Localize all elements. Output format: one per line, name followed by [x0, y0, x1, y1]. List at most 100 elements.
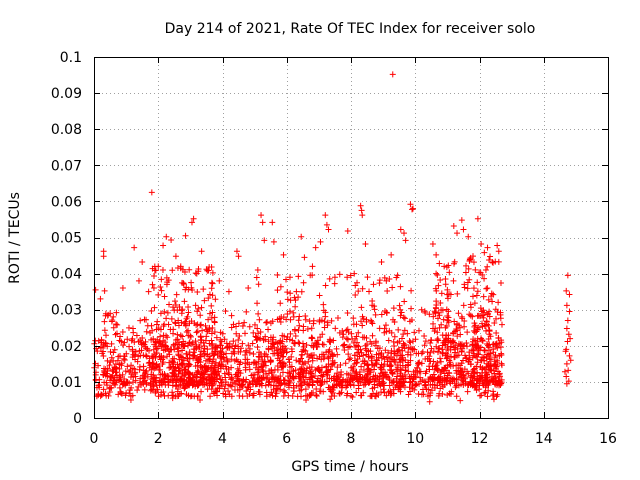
data-point [280, 360, 287, 367]
data-point [261, 350, 268, 357]
data-point [474, 312, 481, 319]
data-point [426, 353, 433, 360]
data-point [384, 287, 391, 294]
data-point [431, 374, 438, 381]
y-tick-label: 0.07 [51, 158, 82, 174]
data-point [154, 345, 161, 352]
data-point [439, 342, 446, 349]
data-point [128, 384, 135, 391]
data-point [274, 271, 281, 278]
data-point [176, 341, 183, 348]
data-point [320, 351, 327, 358]
data-point [199, 327, 206, 334]
data-point [119, 329, 126, 336]
data-point [254, 266, 261, 273]
data-point [479, 365, 486, 372]
data-point [364, 361, 371, 368]
data-point [563, 287, 570, 294]
data-point [345, 371, 352, 378]
data-point [318, 317, 325, 324]
data-point [160, 242, 167, 249]
data-point [441, 337, 448, 344]
data-point [92, 369, 99, 376]
data-point [329, 351, 336, 358]
data-point [437, 385, 444, 392]
data-point [458, 217, 465, 224]
data-point [193, 322, 200, 329]
data-point [309, 357, 316, 364]
data-point [336, 271, 343, 278]
data-point [242, 366, 249, 373]
data-point [230, 338, 237, 345]
data-point [263, 393, 270, 400]
data-point [367, 338, 374, 345]
data-point [284, 334, 291, 341]
data-point [163, 233, 170, 240]
data-point [355, 288, 362, 295]
y-tick-label: 0.01 [51, 375, 82, 391]
data-point [445, 262, 452, 269]
data-point [465, 358, 472, 365]
data-point [112, 369, 119, 376]
data-point [309, 382, 316, 389]
data-point [396, 302, 403, 309]
data-point [265, 346, 272, 353]
data-point [232, 371, 239, 378]
data-point [238, 345, 245, 352]
data-point [365, 365, 372, 372]
data-point [256, 349, 263, 356]
data-point [344, 326, 351, 333]
data-point [129, 346, 136, 353]
data-point [109, 317, 116, 324]
data-point [317, 369, 324, 376]
data-point [358, 207, 365, 214]
data-point [427, 358, 434, 365]
data-point [106, 362, 113, 369]
data-point [397, 226, 404, 233]
data-point [140, 352, 147, 359]
data-point [490, 341, 497, 348]
data-point [176, 391, 183, 398]
data-point [320, 388, 327, 395]
data-point [318, 364, 325, 371]
data-point [408, 287, 415, 294]
data-point [277, 359, 284, 366]
data-point [334, 370, 341, 377]
data-point [339, 334, 346, 341]
data-point [268, 369, 275, 376]
data-point [151, 304, 158, 311]
data-point [111, 380, 118, 387]
data-point [198, 388, 205, 395]
data-point [357, 202, 364, 209]
data-point [476, 347, 483, 354]
data-point [408, 305, 415, 312]
data-point [498, 321, 505, 328]
data-point [452, 349, 459, 356]
data-point [441, 263, 448, 270]
data-point [484, 285, 491, 292]
data-point [241, 330, 248, 337]
data-point [107, 359, 114, 366]
y-tick-label: 0.03 [51, 303, 82, 319]
data-point [254, 325, 261, 332]
data-point [107, 348, 114, 355]
data-point [284, 311, 291, 318]
data-point [464, 285, 471, 292]
data-point [254, 369, 261, 376]
data-point [143, 328, 150, 335]
data-point [490, 259, 497, 266]
data-point [110, 324, 117, 331]
data-point [415, 360, 422, 367]
data-point [404, 351, 411, 358]
data-point [216, 342, 223, 349]
data-point [567, 335, 574, 342]
data-point [110, 349, 117, 356]
data-point [484, 244, 491, 251]
data-point [185, 303, 192, 310]
data-point [413, 350, 420, 357]
data-point [380, 363, 387, 370]
data-point [344, 310, 351, 317]
data-point [172, 373, 179, 380]
data-point [218, 349, 225, 356]
data-point [299, 382, 306, 389]
